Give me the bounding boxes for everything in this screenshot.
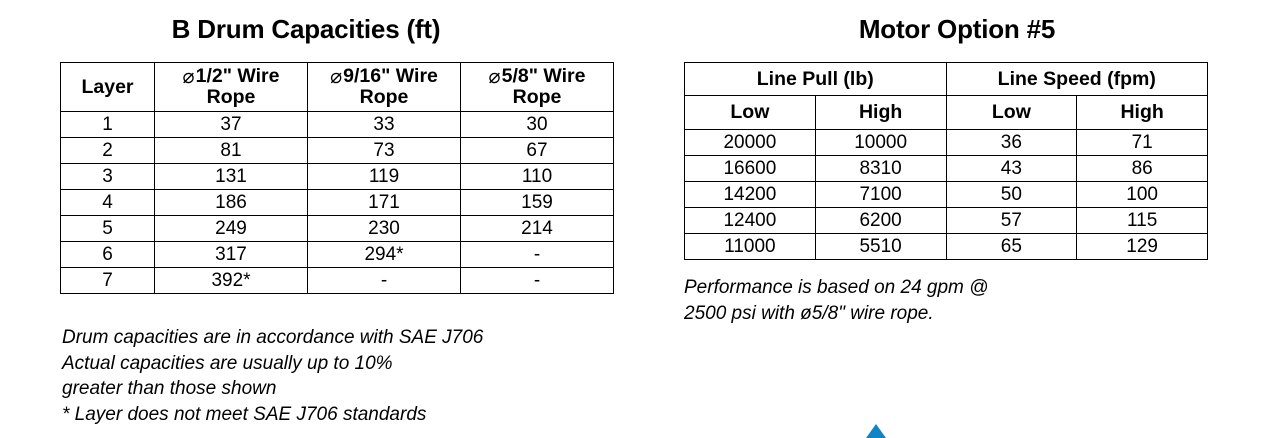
drum-cell-wire-9-16: 230 <box>307 215 461 242</box>
motor-cell-pull-high: 8310 <box>814 155 947 182</box>
drum-capacities-title: B Drum Capacities (ft) <box>171 14 441 44</box>
drum-cell-layer: 2 <box>60 137 155 164</box>
motor-cell-speed-high: 100 <box>1076 181 1209 208</box>
table-row: 1 37 33 30 <box>60 111 614 138</box>
drum-cell-layer: 1 <box>60 111 155 138</box>
table-row: 12400 6200 57 115 <box>684 207 1209 234</box>
drum-cell-wire-9-16: 171 <box>307 189 461 216</box>
motor-cell-speed-low: 50 <box>945 181 1078 208</box>
motor-cell-speed-low: 57 <box>945 207 1078 234</box>
motor-cell-pull-low: 12400 <box>684 207 816 234</box>
drum-header-layer-label: Layer <box>81 75 134 98</box>
table-row: 5 249 230 214 <box>60 215 614 242</box>
motor-option-title: Motor Option #5 <box>858 14 1056 44</box>
drum-cell-wire-1-2: 81 <box>154 137 308 164</box>
drum-cell-wire-5-8: 110 <box>460 163 614 190</box>
drum-cell-wire-9-16: 73 <box>307 137 461 164</box>
motor-header-speed-high: High <box>1076 95 1209 130</box>
drum-header-wire-1-2: ⌀1/2" Wire Rope <box>154 62 308 112</box>
motor-table-group-header-row: Line Pull (lb) Line Speed (fpm) <box>684 62 1209 96</box>
motor-cell-pull-low: 20000 <box>684 129 816 156</box>
drum-header-wire-1-2-label: 1/2" Wire Rope <box>195 65 280 108</box>
drum-cell-wire-5-8: - <box>460 267 614 294</box>
motor-header-line-pull: Line Pull (lb) <box>684 62 947 96</box>
diameter-icon: ⌀ <box>488 64 501 88</box>
motor-cell-pull-low: 16600 <box>684 155 816 182</box>
drum-cell-wire-1-2: 392* <box>154 267 308 294</box>
drum-cell-wire-1-2: 131 <box>154 163 308 190</box>
table-row: 4 186 171 159 <box>60 189 614 216</box>
drum-cell-wire-5-8: 159 <box>460 189 614 216</box>
blue-triangle-mark <box>866 424 886 438</box>
motor-cell-pull-high: 7100 <box>814 181 947 208</box>
drum-cell-wire-9-16: - <box>307 267 461 294</box>
diameter-icon: ⌀ <box>330 64 343 88</box>
drum-cell-wire-9-16: 294* <box>307 241 461 268</box>
motor-header-speed-low: Low <box>945 95 1078 130</box>
drum-cell-layer: 5 <box>60 215 155 242</box>
table-row: 11000 5510 65 129 <box>684 233 1209 260</box>
motor-option-panel: Motor Option #5 Line Pull (lb) Line Spee… <box>660 0 1276 437</box>
drum-header-wire-5-8-label: 5/8" Wire Rope <box>501 65 586 108</box>
table-row: 16600 8310 43 86 <box>684 155 1209 182</box>
motor-table-sub-header-row: Low High Low High <box>684 95 1209 130</box>
table-row: 2 81 73 67 <box>60 137 614 164</box>
drum-cell-layer: 4 <box>60 189 155 216</box>
motor-cell-speed-low: 36 <box>945 129 1078 156</box>
motor-header-line-speed: Line Speed (fpm) <box>945 62 1209 96</box>
drum-header-wire-5-8: ⌀5/8" Wire Rope <box>460 62 614 112</box>
drum-cell-wire-9-16: 33 <box>307 111 461 138</box>
drum-capacities-notes: Drum capacities are in accordance with S… <box>62 327 484 425</box>
drum-cell-layer: 7 <box>60 267 155 294</box>
drum-cell-layer: 3 <box>60 163 155 190</box>
motor-cell-pull-high: 10000 <box>814 129 947 156</box>
motor-cell-pull-low: 14200 <box>684 181 816 208</box>
drum-header-wire-9-16: ⌀9/16" Wire Rope <box>307 62 461 112</box>
drum-header-wire-9-16-label: 9/16" Wire Rope <box>343 65 438 108</box>
drum-cell-wire-9-16: 119 <box>307 163 461 190</box>
motor-cell-speed-low: 65 <box>945 233 1078 260</box>
drum-cell-wire-1-2: 249 <box>154 215 308 242</box>
motor-cell-speed-high: 86 <box>1076 155 1209 182</box>
drum-capacities-table: Layer ⌀1/2" Wire Rope ⌀9/16" Wire Rope ⌀… <box>60 62 614 294</box>
motor-cell-speed-low: 43 <box>945 155 1078 182</box>
diameter-icon: ⌀ <box>182 64 195 88</box>
motor-performance-table: Line Pull (lb) Line Speed (fpm) Low High… <box>684 62 1209 260</box>
drum-cell-layer: 6 <box>60 241 155 268</box>
drum-header-layer: Layer <box>60 62 155 112</box>
drum-cell-wire-5-8: 214 <box>460 215 614 242</box>
drum-cell-wire-1-2: 186 <box>154 189 308 216</box>
table-row: 14200 7100 50 100 <box>684 181 1209 208</box>
table-row: 6 317 294* - <box>60 241 614 268</box>
table-row: 7 392* - - <box>60 267 614 294</box>
drum-cell-wire-5-8: 30 <box>460 111 614 138</box>
motor-header-pull-high: High <box>814 95 947 130</box>
motor-cell-pull-low: 11000 <box>684 233 816 260</box>
drum-cell-wire-1-2: 317 <box>154 241 308 268</box>
drum-cell-wire-5-8: 67 <box>460 137 614 164</box>
drum-cell-wire-5-8: - <box>460 241 614 268</box>
motor-cell-speed-high: 115 <box>1076 207 1209 234</box>
drum-cell-wire-1-2: 37 <box>154 111 308 138</box>
drum-table-header-row: Layer ⌀1/2" Wire Rope ⌀9/16" Wire Rope ⌀… <box>60 62 614 112</box>
table-row: 3 131 119 110 <box>60 163 614 190</box>
motor-cell-pull-high: 6200 <box>814 207 947 234</box>
drum-capacities-panel: B Drum Capacities (ft) Layer ⌀1/2" Wire … <box>60 14 614 425</box>
table-row: 20000 10000 36 71 <box>684 129 1209 156</box>
motor-cell-speed-high: 71 <box>1076 129 1209 156</box>
motor-cell-speed-high: 129 <box>1076 233 1209 260</box>
motor-header-pull-low: Low <box>684 95 816 130</box>
motor-performance-note: Performance is based on 24 gpm @ 2500 ps… <box>684 277 989 324</box>
motor-cell-pull-high: 5510 <box>814 233 947 260</box>
